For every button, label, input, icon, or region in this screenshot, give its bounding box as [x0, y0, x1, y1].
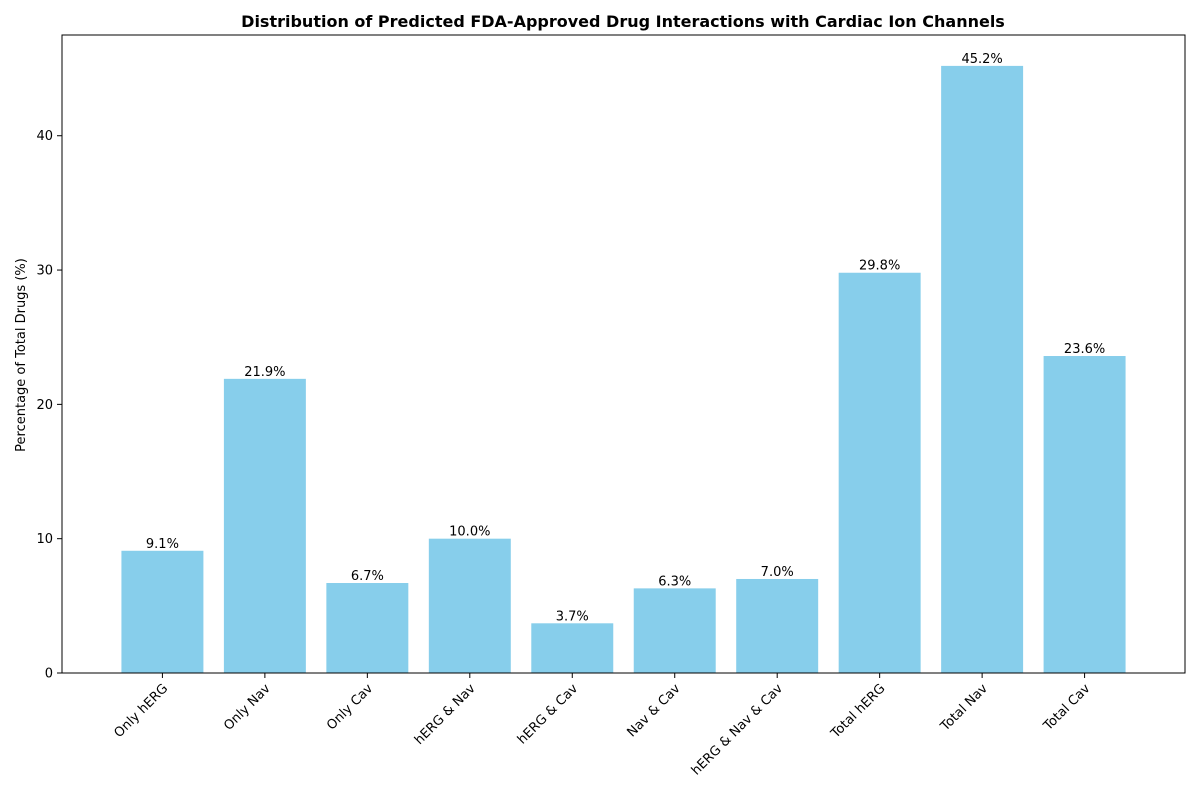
- x-ticks-group: Only hERG Only Nav Only Cav hERG & Nav hERG …: [112, 673, 1094, 778]
- x-tick-label-0: Only hERG: [112, 681, 172, 741]
- bar-7: [838, 272, 921, 673]
- x-tick-label-4: hERG & Cav: [515, 681, 581, 747]
- y-tick-label-3: 30: [36, 264, 53, 279]
- data-label-4: 3.7%: [556, 609, 589, 624]
- bar-6: [736, 578, 819, 673]
- x-tick-label-7: Total hERG: [828, 681, 889, 742]
- data-label-7: 29.8%: [859, 259, 900, 274]
- data-label-8: 45.2%: [961, 52, 1002, 67]
- bar-4: [531, 623, 614, 673]
- plot-frame: [61, 34, 1186, 674]
- bar-8: [941, 65, 1024, 673]
- chart-title: Distribution of Predicted FDA-Approved D…: [241, 12, 1005, 31]
- x-tick-label-9: Total Cav: [1040, 681, 1093, 734]
- data-label-3: 10.0%: [449, 525, 490, 540]
- bars-group: 9.1% 21.9% 6.7% 10.0% 3.7% 6.3% 7.0% 29.8% 45.2%…: [121, 52, 1126, 673]
- data-label-5: 6.3%: [658, 574, 691, 589]
- bar-3: [428, 538, 511, 673]
- x-tick-label-1: Only Nav: [221, 681, 274, 734]
- y-tick-label-1: 10: [36, 532, 53, 547]
- bar-5: [633, 588, 716, 673]
- y-ticks-group: 0 10 20 30 40: [36, 129, 62, 682]
- y-tick-label-0: 0: [45, 667, 53, 682]
- y-axis-label: Percentage of Total Drugs (%): [14, 258, 29, 452]
- bar-0: [121, 550, 204, 673]
- x-tick-label-6: hERG & Nav & Cav: [689, 681, 786, 778]
- bar-1: [223, 378, 306, 673]
- x-tick-label-2: Only Cav: [324, 681, 376, 733]
- x-tick-label-5: Nav & Cav: [624, 681, 683, 740]
- data-label-0: 9.1%: [146, 537, 179, 552]
- y-tick-label-2: 20: [36, 398, 53, 413]
- x-tick-label-3: hERG & Nav: [412, 681, 479, 748]
- data-label-1: 21.9%: [244, 365, 285, 380]
- bar-2: [326, 583, 409, 673]
- y-tick-label-4: 40: [36, 129, 53, 144]
- data-label-9: 23.6%: [1064, 342, 1105, 357]
- data-label-6: 7.0%: [761, 565, 794, 580]
- x-tick-label-8: Total Nav: [937, 681, 991, 735]
- bar-9: [1043, 356, 1126, 673]
- data-label-2: 6.7%: [351, 569, 384, 584]
